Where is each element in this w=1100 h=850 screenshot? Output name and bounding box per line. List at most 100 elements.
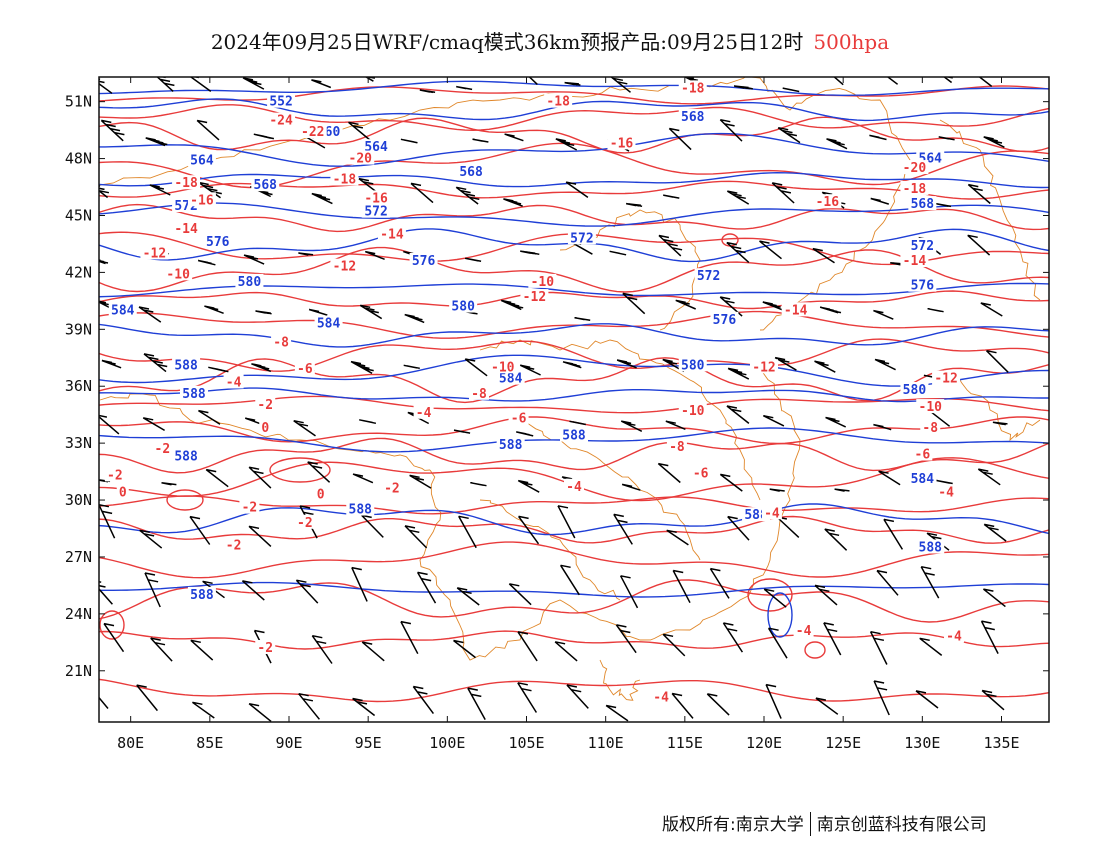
temperature-label-bg bbox=[255, 397, 276, 412]
temperature-label: -20 bbox=[903, 161, 927, 176]
temperature-label: -2 bbox=[384, 482, 400, 497]
temperature-label-bg bbox=[259, 419, 272, 434]
wind-barb bbox=[191, 701, 215, 719]
height-contour-line bbox=[99, 323, 1049, 348]
wind-barb bbox=[348, 121, 371, 142]
wind-barb bbox=[873, 423, 892, 431]
wind-barb bbox=[619, 575, 639, 609]
wind-barb bbox=[557, 505, 576, 539]
temperature-label-bg bbox=[944, 628, 964, 643]
wind-barb bbox=[886, 77, 899, 85]
temperature-label-bg bbox=[900, 160, 929, 175]
wind-barb bbox=[777, 126, 801, 144]
temperature-label: -2 bbox=[107, 468, 123, 483]
wind-barb bbox=[873, 309, 894, 320]
temperature-contour-line bbox=[99, 357, 1049, 404]
wind-barb bbox=[458, 515, 477, 549]
axis-ticks bbox=[99, 77, 1049, 722]
wind-barb bbox=[241, 580, 265, 601]
temperature-label: -16 bbox=[364, 191, 388, 206]
wind-barb bbox=[622, 292, 646, 315]
wind-barbs bbox=[99, 77, 1009, 722]
temperature-label: 0 bbox=[119, 485, 127, 500]
wind-barb bbox=[814, 360, 836, 373]
temperature-label-bg bbox=[781, 302, 810, 317]
temperature-label-bg bbox=[678, 402, 707, 417]
temperature-label: -2 bbox=[242, 501, 258, 516]
wind-barb bbox=[99, 78, 113, 94]
height-label-bg bbox=[251, 177, 280, 192]
temperature-label: -4 bbox=[566, 480, 582, 495]
wind-barb bbox=[727, 367, 750, 380]
temperature-label: -6 bbox=[915, 448, 931, 463]
wind-barb bbox=[762, 301, 783, 311]
wind-barb bbox=[719, 118, 743, 142]
temperature-label-bg bbox=[750, 359, 778, 374]
lon-label: 80E bbox=[117, 734, 144, 752]
wind-barb bbox=[528, 77, 538, 85]
wind-barb bbox=[823, 622, 842, 656]
wind-barb bbox=[400, 620, 419, 655]
wind-barb bbox=[190, 639, 214, 661]
lon-label: 135E bbox=[983, 734, 1019, 752]
height-label-bg bbox=[496, 437, 525, 452]
wind-barb bbox=[453, 429, 471, 434]
temperature-label-bg bbox=[413, 404, 434, 419]
wind-barb bbox=[403, 364, 420, 370]
wind-barb bbox=[144, 572, 161, 608]
wind-barb bbox=[873, 680, 890, 716]
height-label: 564 bbox=[190, 153, 214, 168]
temperature-contour-line bbox=[99, 541, 1049, 579]
wind-barb bbox=[662, 633, 686, 657]
height-label-bg bbox=[678, 357, 707, 372]
temperature-contour-line bbox=[99, 203, 1049, 233]
height-label: 572 bbox=[697, 269, 720, 284]
height-label-bg bbox=[449, 298, 478, 313]
wind-barb bbox=[196, 119, 220, 141]
wind-barb bbox=[412, 685, 435, 715]
wind-barb bbox=[722, 622, 744, 653]
temperature-label-bg bbox=[666, 438, 687, 453]
title-level: 500hpa bbox=[813, 30, 890, 54]
temperature-label: -14 bbox=[380, 227, 404, 242]
boundary-line bbox=[959, 379, 1041, 442]
height-label-bg bbox=[900, 382, 929, 397]
temperature-label: -8 bbox=[669, 440, 685, 455]
wind-barb bbox=[99, 503, 116, 539]
height-label: 572 bbox=[911, 239, 934, 254]
lat-label: 30N bbox=[65, 491, 92, 509]
temperature-label-bg bbox=[916, 399, 945, 414]
temperature-label: -8 bbox=[922, 421, 938, 436]
lat-label: 36N bbox=[65, 377, 92, 395]
height-label: 576 bbox=[412, 254, 436, 269]
temperature-label: -14 bbox=[784, 303, 808, 318]
height-label: 576 bbox=[206, 235, 230, 250]
temperature-label: -10 bbox=[531, 275, 555, 290]
wind-barb bbox=[769, 488, 785, 492]
height-label: 584 bbox=[317, 317, 341, 332]
temperature-label: -10 bbox=[166, 267, 190, 282]
wind-barb bbox=[208, 366, 229, 373]
wind-barb bbox=[503, 198, 523, 207]
wind-barb bbox=[470, 481, 487, 487]
height-contour-line bbox=[99, 132, 1049, 167]
boundary-line bbox=[99, 77, 761, 186]
wind-barb bbox=[983, 523, 1007, 542]
height-label: 588 bbox=[182, 387, 206, 402]
wind-barb bbox=[936, 479, 953, 485]
temperature-label-bg bbox=[140, 245, 169, 260]
height-label: 588 bbox=[190, 588, 214, 603]
height-label: 572 bbox=[570, 231, 593, 246]
wind-barb bbox=[706, 693, 730, 716]
lon-label: 130E bbox=[904, 734, 940, 752]
wind-barb bbox=[311, 192, 333, 205]
lat-label: 39N bbox=[65, 320, 92, 338]
wind-barb bbox=[869, 134, 887, 141]
wind-barb bbox=[456, 85, 473, 91]
wind-barb bbox=[726, 241, 750, 263]
wind-barb bbox=[671, 692, 694, 719]
wind-barb bbox=[663, 194, 680, 199]
wind-barb bbox=[197, 259, 216, 266]
temperature-label: -4 bbox=[653, 690, 669, 705]
